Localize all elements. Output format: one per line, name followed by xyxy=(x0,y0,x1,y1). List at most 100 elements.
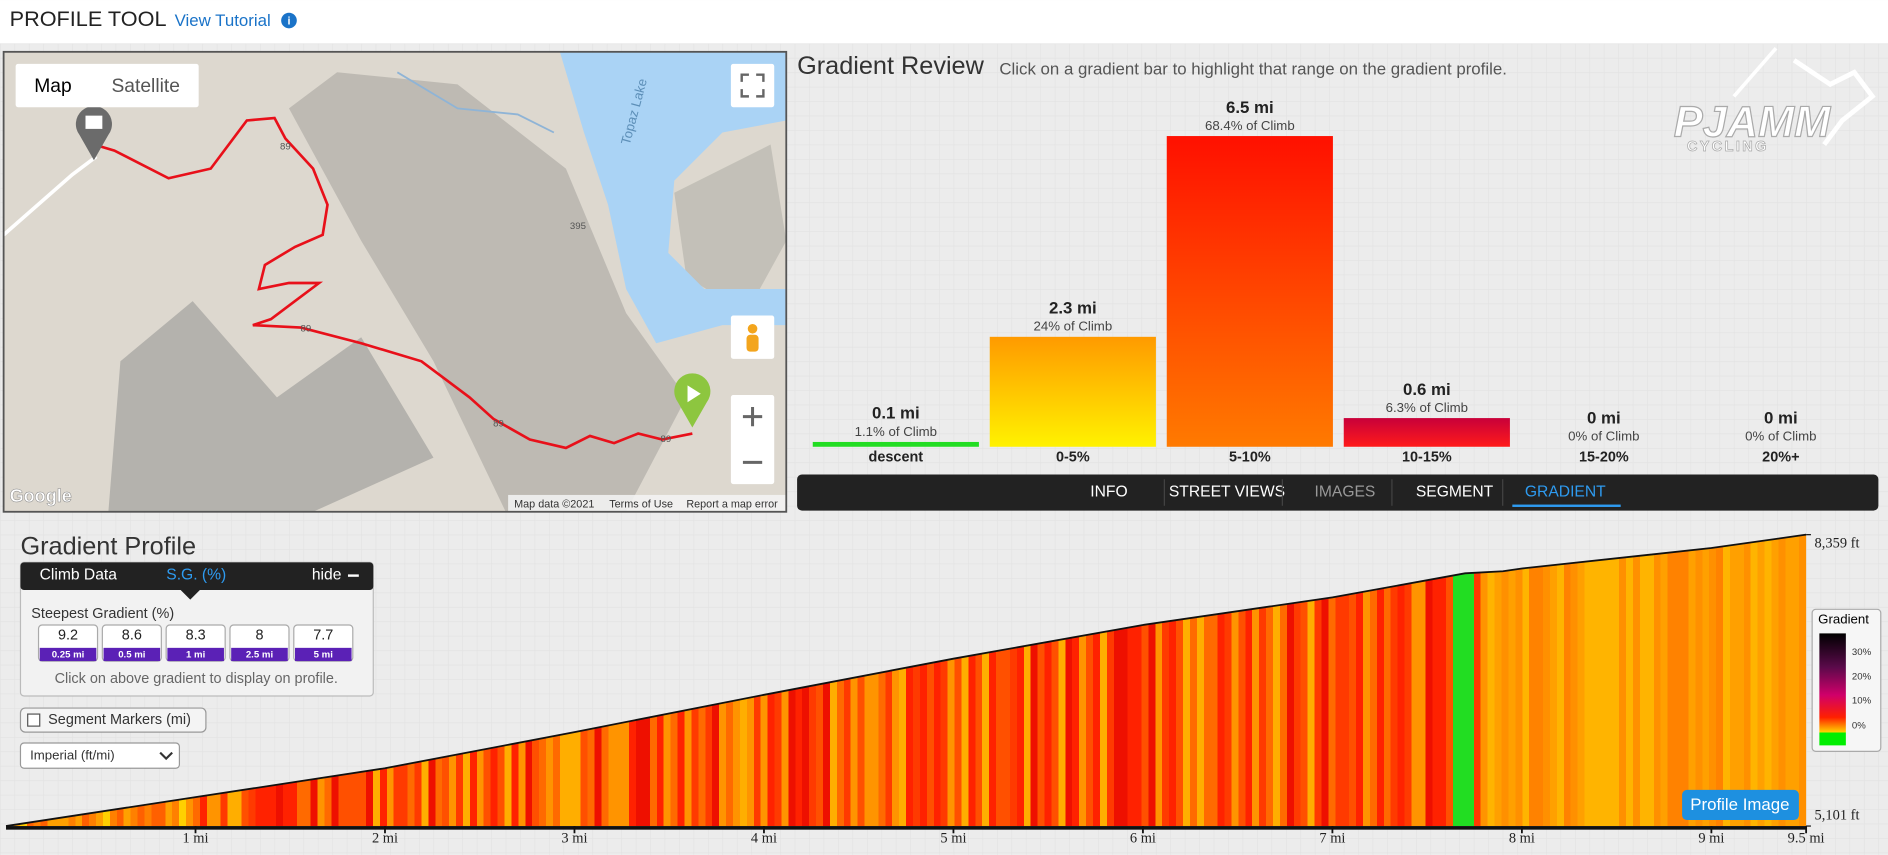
map-button[interactable]: Map xyxy=(34,76,71,97)
legend-tick: 10% xyxy=(1852,695,1872,706)
hide-button[interactable]: hide xyxy=(312,567,342,584)
tab[interactable]: STREET VIEWS xyxy=(1169,484,1285,501)
tutorial-link[interactable]: View Tutorial xyxy=(175,11,271,30)
checkbox[interactable] xyxy=(27,713,41,727)
gradient-bar[interactable] xyxy=(812,441,979,447)
bar-distance: 0.6 mi xyxy=(1403,380,1451,399)
legend-scale xyxy=(1819,633,1846,746)
steepest-distance: 5 mi xyxy=(314,650,333,661)
x-axis xyxy=(6,826,1807,830)
panel-heading: Steepest Gradient (%) xyxy=(31,606,174,622)
info-glyph: i xyxy=(287,16,290,28)
elevation-line xyxy=(5,533,1807,827)
x-tick-label: 7 mi xyxy=(1319,831,1345,847)
map-type-control xyxy=(15,63,199,108)
profile-area xyxy=(6,534,1807,827)
route-shields: 89 395 89 89 89 xyxy=(280,141,671,445)
route-shield: 89 xyxy=(280,141,291,152)
review-title: Gradient Review xyxy=(797,52,985,80)
header-bar xyxy=(0,0,1888,44)
map-ridge xyxy=(108,301,434,512)
logo-mark xyxy=(1732,47,1778,98)
steepest-distance-bg xyxy=(39,647,97,662)
bar-range: descent xyxy=(869,449,924,465)
route-shield: 89 xyxy=(660,434,671,445)
map-river xyxy=(396,71,555,134)
x-tick-label: 1 mi xyxy=(182,831,208,847)
map-ridge xyxy=(288,72,687,512)
gradient-legend: Gradient 30% 20% 10% 0% xyxy=(1811,608,1882,752)
legend-tick: 30% xyxy=(1852,647,1872,658)
steepest-distance: 0.5 mi xyxy=(118,650,145,661)
panel-tab[interactable]: S.G. (%) xyxy=(166,567,226,584)
tabs: INFO STREET VIEWS IMAGES SEGMENT GRADIENT xyxy=(1090,479,1621,507)
gradient-bar[interactable] xyxy=(1166,136,1333,447)
tab[interactable]: IMAGES xyxy=(1315,484,1376,501)
steepest-value: 9.2 xyxy=(58,628,78,644)
bar-share: 0% of Climb xyxy=(1568,429,1639,444)
hide-icon xyxy=(347,574,359,577)
legend-tick: 20% xyxy=(1852,671,1872,682)
steepest-value: 7.7 xyxy=(313,628,333,644)
profile-image-label: Profile Image xyxy=(1690,795,1789,814)
bar-range: 15-20% xyxy=(1579,449,1629,465)
bar-distance: 2.3 mi xyxy=(1049,299,1097,318)
pegman xyxy=(747,323,758,334)
tab[interactable]: GRADIENT xyxy=(1525,484,1606,501)
bar-distance: 0 mi xyxy=(1764,409,1798,428)
y-tick-label: 5,101 ft xyxy=(1815,808,1860,824)
logo-mark xyxy=(1792,58,1876,146)
zoom-in[interactable] xyxy=(742,407,763,427)
attribution-bar xyxy=(508,494,787,512)
steepest-distance-bg xyxy=(167,647,224,662)
fullscreen-button[interactable] xyxy=(730,63,775,108)
review-subtitle: Click on a gradient bar to highlight tha… xyxy=(999,59,1507,78)
x-tick-label: 2 mi xyxy=(372,831,398,847)
x-tick-label: 3 mi xyxy=(561,831,587,847)
map-road xyxy=(3,155,98,237)
bar-range: 0-5% xyxy=(1056,449,1090,465)
attribution: Map data ©2021 xyxy=(514,498,594,510)
start-marker xyxy=(674,373,711,428)
panel-pointer xyxy=(180,590,200,600)
segment-markers-toggle[interactable] xyxy=(19,707,207,733)
bar-distance: 0.1 mi xyxy=(872,404,920,423)
terms-link[interactable]: Terms of Use xyxy=(609,498,673,510)
map[interactable]: Topaz Lake 89 395 89 89 89 Map Satellite… xyxy=(3,51,787,512)
profile-image-button[interactable] xyxy=(1682,789,1799,821)
panel-tab[interactable]: Climb Data xyxy=(40,567,118,584)
satellite-button[interactable]: Satellite xyxy=(111,76,179,97)
info-icon[interactable] xyxy=(281,12,297,29)
tab[interactable]: SEGMENT xyxy=(1416,484,1494,501)
steepest-value: 8.3 xyxy=(186,628,206,644)
bar-range: 10-15% xyxy=(1402,449,1452,465)
steepest-distance: 1 mi xyxy=(186,650,205,661)
route xyxy=(93,116,693,450)
units-label: Imperial (ft/mi) xyxy=(30,748,115,763)
select-arrow xyxy=(159,751,173,761)
profile-title: Gradient Profile xyxy=(20,533,196,561)
tab[interactable]: INFO xyxy=(1090,484,1127,501)
bar-share: 6.3% of Climb xyxy=(1386,400,1468,415)
x-tick-label: 8 mi xyxy=(1509,831,1535,847)
x-tick-label: 5 mi xyxy=(940,831,966,847)
report-link[interactable]: Report a map error xyxy=(686,498,778,510)
steepest-value: 8.6 xyxy=(122,628,142,644)
steepest-distance-bg xyxy=(231,647,288,662)
units-select[interactable] xyxy=(19,742,181,769)
gradient-bar[interactable] xyxy=(1343,418,1510,447)
steepest-value: 8 xyxy=(255,628,263,644)
gradient-bar[interactable] xyxy=(989,336,1156,447)
zoom-control xyxy=(730,394,775,485)
app-title: PROFILE TOOL xyxy=(10,6,167,31)
x-tick-label: 9 mi xyxy=(1698,831,1724,847)
climb-panel: Climb Data S.G. (%) hide Steepest Gradie… xyxy=(19,561,374,697)
bar-range: 20%+ xyxy=(1762,449,1799,465)
map-ridge xyxy=(674,144,787,314)
steepest-distance-bg xyxy=(103,647,161,662)
x-tick-label: 6 mi xyxy=(1130,831,1156,847)
bar-share: 0% of Climb xyxy=(1745,429,1816,444)
route-shield: 395 xyxy=(570,221,586,232)
